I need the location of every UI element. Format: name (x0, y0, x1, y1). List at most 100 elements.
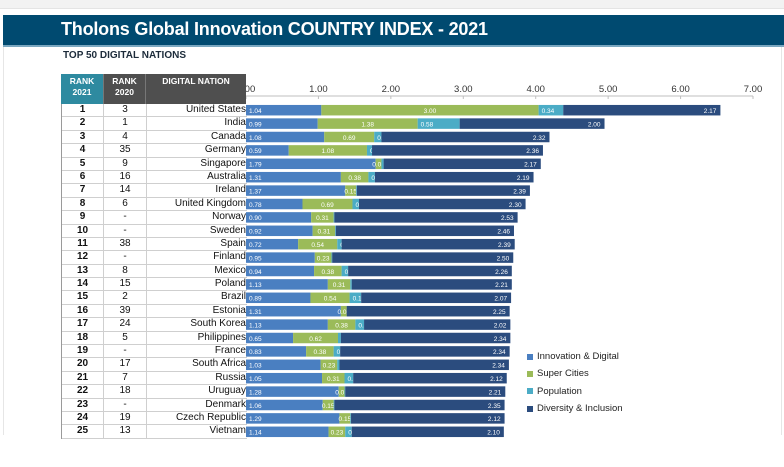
nation-name-cell: France (214, 345, 246, 357)
data-label-super-cities: 0.23 (331, 430, 344, 437)
bar-segment-diversity (341, 238, 515, 250)
bar-group: 0.94 0.38 0.09 2.26 (246, 265, 512, 277)
bar-segment-diversity (340, 346, 510, 357)
bar-segment-population (355, 319, 365, 330)
rank-2021-cell: 11 (62, 237, 104, 251)
header-rank-2021: RANK 2021 (61, 74, 103, 104)
bar-segment-innovation (246, 118, 318, 129)
bar-group: 0.72 0.54 0.06 2.39 (246, 238, 515, 250)
data-label-diversity: 2.21 (495, 282, 508, 289)
rank-2021-cell: 8 (62, 197, 104, 211)
data-label-diversity: 2.07 (494, 296, 507, 303)
nation-name-cell: Ireland (215, 184, 246, 196)
bar-segment-super-cities (288, 145, 367, 156)
table-row: 22 18 Uruguay (62, 385, 247, 399)
rank-2021-cell: 1 (62, 104, 104, 117)
bar-segment-super-cities (327, 279, 351, 290)
bar-segment-diversity (345, 386, 506, 397)
bar-group: 1.03 0.23 0.03 2.34 (246, 359, 509, 371)
data-label-population: 0.12 (348, 376, 361, 383)
rank-2020-cell: - (104, 398, 147, 411)
data-label-innovation: 1.03 (249, 363, 262, 370)
nation-name-cell: Mexico (214, 264, 246, 276)
nation-name-cell: Vietnam (209, 425, 246, 437)
data-label-innovation: 1.08 (249, 135, 262, 142)
bar-group: 1.08 0.69 0.10 2.32 (246, 131, 550, 143)
table-row: 16 39 Estonia (62, 304, 247, 319)
rank-2020-cell: 35 (104, 144, 147, 157)
data-label-super-cities: 0.54 (311, 242, 324, 249)
bar-group: 0.90 0.31 0.01 2.53 (246, 212, 518, 223)
rank-2021-cell: 16 (62, 304, 104, 318)
bar-group: 1.13 0.31 0.02 2.21 (246, 279, 512, 290)
rank-2020-cell: 24 (104, 318, 147, 331)
legend-item: Population (527, 383, 623, 400)
data-label-diversity: 2.10 (487, 430, 500, 437)
title-banner: Tholons Global Innovation COUNTRY INDEX … (3, 15, 784, 47)
nation-name-cell: Uruguay (208, 385, 246, 397)
rank-2020-cell: - (104, 211, 147, 224)
nation-name-cell: United States (185, 104, 246, 115)
data-label-super-cities: 0.31 (316, 215, 329, 222)
bar-segment-diversity (339, 359, 509, 371)
header-rank-2021-line1: RANK (69, 76, 95, 86)
rank-2020-cell: 18 (104, 385, 147, 398)
data-label-innovation: 0.83 (249, 349, 262, 356)
rank-2020-cell: 7 (104, 371, 147, 385)
data-label-innovation: 1.05 (249, 376, 262, 383)
data-label-population: 0.01 (353, 416, 366, 423)
table-row: 24 19 Czech Republic (62, 411, 247, 426)
data-label-super-cities: 0.15 (344, 188, 357, 195)
bar-segment-population (350, 413, 352, 424)
legend-label: Diversity & Inclusion (537, 403, 623, 415)
data-label-super-cities: 0.08 (372, 162, 385, 169)
nation-name-cell: Philippines (197, 331, 246, 343)
header-rank-2021-line2: 2021 (72, 87, 92, 97)
legend-label: Innovation & Digital (537, 351, 619, 363)
rank-2020-cell: - (104, 251, 147, 264)
table-row: 25 13 Vietnam (62, 425, 247, 439)
x-tick-label: 5.00 (599, 84, 618, 95)
data-label-population: 0.09 (337, 349, 350, 356)
legend-item: Innovation & Digital (527, 348, 623, 365)
rank-2021-cell: 21 (62, 371, 104, 385)
data-label-diversity: 2.00 (588, 121, 601, 128)
data-label-diversity: 2.34 (494, 336, 507, 343)
rank-2021-cell: 25 (62, 425, 104, 438)
bar-segment-super-cities (340, 171, 369, 183)
data-label-population: 0.09 (348, 430, 361, 437)
bar-segment-diversity (381, 131, 550, 143)
data-label-diversity: 2.39 (498, 242, 511, 249)
bar-segment-diversity (353, 372, 507, 384)
data-label-super-cities: 0.31 (333, 282, 346, 289)
data-label-population: 0.12 (358, 322, 371, 329)
data-label-innovation: 1.13 (249, 322, 262, 329)
legend-label: Population (537, 385, 582, 397)
data-label-diversity: 2.21 (489, 389, 502, 396)
bar-segment-population (344, 372, 354, 384)
bar-segment-innovation (246, 104, 322, 116)
bar-group: 1.13 0.38 0.12 2.02 (246, 319, 511, 330)
rank-2020-cell: 6 (104, 197, 147, 211)
rank-2020-cell: - (104, 345, 147, 358)
frame-right (781, 45, 782, 435)
bar-segment-super-cities (306, 346, 334, 357)
bar-segment-innovation (246, 171, 341, 183)
rank-2021-cell: 17 (62, 318, 104, 331)
legend-swatch-icon (527, 370, 533, 377)
bar-group: 1.31 0.08 0.00 2.25 (246, 305, 510, 317)
x-tick-label: 1.00 (309, 84, 328, 95)
data-label-super-cities: 0.54 (324, 296, 337, 303)
data-label-innovation: 0.95 (249, 255, 262, 262)
bar-segment-diversity (340, 332, 511, 344)
rank-2020-cell: 2 (104, 291, 147, 304)
rank-2020-cell: 3 (104, 104, 147, 117)
nation-name-cell: Norway (212, 211, 246, 223)
bar-segment-innovation (246, 386, 339, 397)
bar-segment-innovation (246, 198, 303, 210)
table-row: 14 15 Poland (62, 278, 247, 292)
rank-2020-cell: 16 (104, 170, 147, 184)
rank-2021-cell: 7 (62, 184, 104, 197)
data-label-super-cities: 0.38 (335, 322, 348, 329)
rank-2021-cell: 12 (62, 251, 104, 264)
